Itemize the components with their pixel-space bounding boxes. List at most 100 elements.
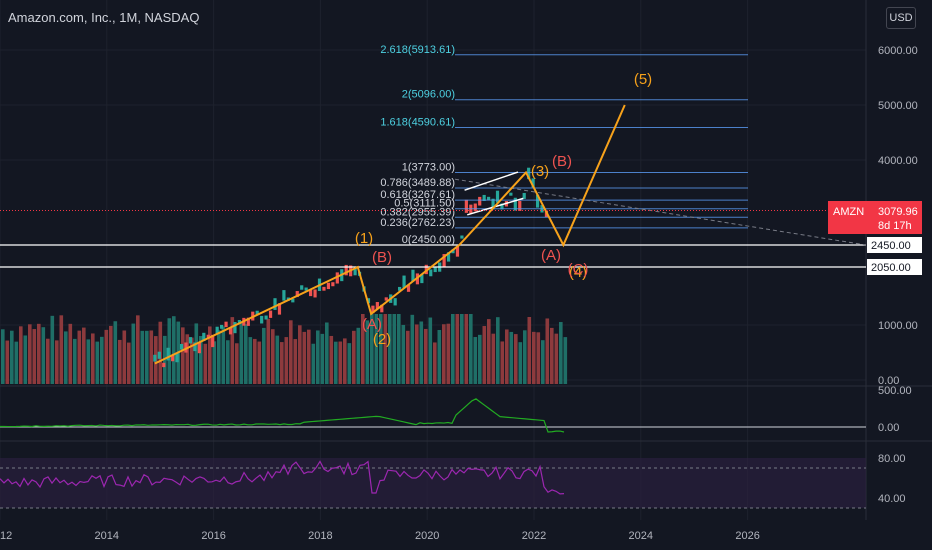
volume-bar xyxy=(370,314,374,384)
volume-bar xyxy=(145,330,149,384)
wave-label: (A) xyxy=(541,247,561,264)
volume-bar xyxy=(136,315,140,384)
volume-bar xyxy=(41,327,46,384)
rsi-axis-tick-label: 40.00 xyxy=(878,493,906,505)
volume-bar xyxy=(113,321,118,384)
volume-bar xyxy=(361,314,365,384)
volume-bar xyxy=(46,338,50,384)
candle xyxy=(309,289,313,297)
volume-bar xyxy=(545,318,550,384)
volume-bar xyxy=(514,334,518,384)
volume-bar xyxy=(401,324,406,384)
candle xyxy=(442,254,446,267)
time-axis-tick-label: 2016 xyxy=(201,530,225,542)
candle xyxy=(153,354,157,362)
candle xyxy=(184,342,188,353)
volume-bar xyxy=(28,324,32,384)
candle xyxy=(193,342,197,352)
candle xyxy=(215,326,219,335)
volume-bar xyxy=(190,337,194,384)
volume-bar xyxy=(59,315,64,384)
candle xyxy=(237,320,242,324)
macd-axis-tick-label: 0.00 xyxy=(878,422,899,434)
candle xyxy=(246,317,250,326)
volume-bar xyxy=(437,329,442,384)
volume-bar xyxy=(383,314,388,384)
volume-bar xyxy=(536,332,541,384)
volume-bar xyxy=(446,323,451,384)
volume-bar xyxy=(464,314,469,384)
candle xyxy=(273,298,277,310)
volume-bar xyxy=(10,330,14,384)
volume-bar xyxy=(266,318,271,384)
volume-bar xyxy=(95,341,100,384)
candle xyxy=(268,310,273,318)
volume-bar xyxy=(149,330,154,384)
candle xyxy=(277,303,282,315)
volume-bar xyxy=(199,335,203,384)
volume-bar xyxy=(374,314,379,384)
volume-bar xyxy=(77,330,82,384)
volume-bar xyxy=(397,314,401,384)
elliott-wave-path xyxy=(154,104,626,365)
volume-bar xyxy=(509,331,514,384)
wave-label: (C) xyxy=(568,261,589,278)
candle xyxy=(398,286,402,291)
volume-bar xyxy=(388,314,392,384)
price-axis-tick-label: 4000.00 xyxy=(878,155,918,167)
candle xyxy=(380,304,384,313)
channel-upper-line xyxy=(464,171,519,191)
volume-bar xyxy=(109,325,113,384)
volume-bar xyxy=(406,330,410,384)
candle xyxy=(300,285,304,290)
candle xyxy=(433,266,437,273)
fib-level-label: 1(3773.00) xyxy=(402,161,455,173)
volume-bar xyxy=(194,323,199,384)
volume-bar xyxy=(221,326,226,384)
candle xyxy=(233,322,237,334)
candle xyxy=(282,290,286,301)
candle xyxy=(331,282,335,287)
volume-bar xyxy=(532,331,536,384)
volume-bar xyxy=(253,338,257,384)
volume-bar xyxy=(455,314,460,384)
candle xyxy=(464,199,468,213)
volume-bar xyxy=(86,339,91,384)
candle xyxy=(446,252,451,262)
volume-bar xyxy=(482,326,487,384)
currency-button[interactable]: USD xyxy=(886,7,916,29)
volume-bar xyxy=(505,329,509,384)
candle xyxy=(473,203,477,212)
volume-bar xyxy=(334,341,338,384)
price-tag-box xyxy=(828,201,922,234)
time-axis-tick-label: 2022 xyxy=(522,530,546,542)
volume-bar xyxy=(302,331,307,384)
volume-bar xyxy=(280,342,284,384)
trend-line-dashed xyxy=(454,178,867,246)
volume-bar xyxy=(127,342,131,384)
volume-bar xyxy=(239,322,244,384)
candle xyxy=(535,194,540,208)
support-level-tag xyxy=(867,259,922,275)
volume-bar xyxy=(212,341,217,384)
wave-label: (2) xyxy=(373,331,391,348)
candle xyxy=(375,302,379,310)
candle xyxy=(260,315,264,324)
volume-bar xyxy=(19,326,23,384)
volume-bar xyxy=(491,333,496,384)
time-axis-tick-label: 2012 xyxy=(0,530,12,542)
volume-bar xyxy=(518,342,523,384)
volume-bar xyxy=(208,326,212,384)
price-axis-tick-label: 5000.00 xyxy=(878,100,918,112)
volume-bar xyxy=(55,340,59,384)
candle xyxy=(531,178,535,188)
fib-level-label: 0.382(2955.39) xyxy=(380,206,455,218)
candle xyxy=(304,287,308,291)
candle xyxy=(500,203,504,210)
volume-bar xyxy=(563,337,568,384)
volume-bar xyxy=(379,314,383,384)
volume-bar xyxy=(217,330,221,384)
rsi-axis-tick-label: 80.00 xyxy=(878,453,906,465)
